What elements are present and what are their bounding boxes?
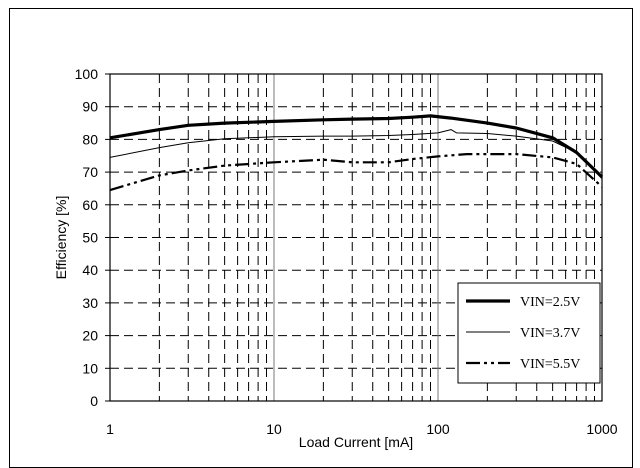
x-tick-label: 1 [106,421,114,437]
series-lines [109,114,604,192]
y-tick-label: 90 [82,99,98,115]
x-tick-label: 10 [266,421,282,437]
legend-label: VIN=3.7V [520,326,580,341]
y-axis-title: Efficiency [%] [53,196,69,280]
y-tick-label: 70 [82,164,98,180]
y-tick-label: 20 [82,328,98,344]
legend-label: VIN=2.5V [520,295,580,310]
y-tick-label: 30 [82,295,98,311]
y-tick-label: 50 [82,230,98,246]
x-tick-label: 100 [426,421,450,437]
series-line-2 [109,129,603,179]
y-tick-label: 40 [82,262,98,278]
series-line-1 [109,114,604,179]
series-line-3 [109,153,603,192]
x-tick-label: 1000 [586,421,617,437]
y-tick-label: 10 [82,360,98,376]
y-tick-label: 60 [82,197,98,213]
y-tick-label: 0 [90,393,98,409]
legend-label: VIN=5.5V [520,357,580,372]
legend: VIN=2.5V VIN=3.7V VIN=5.5V [457,282,601,384]
x-axis-title: Load Current [mA] [299,434,413,450]
y-tick-label: 100 [75,66,99,82]
y-tick-label: 80 [82,131,98,147]
